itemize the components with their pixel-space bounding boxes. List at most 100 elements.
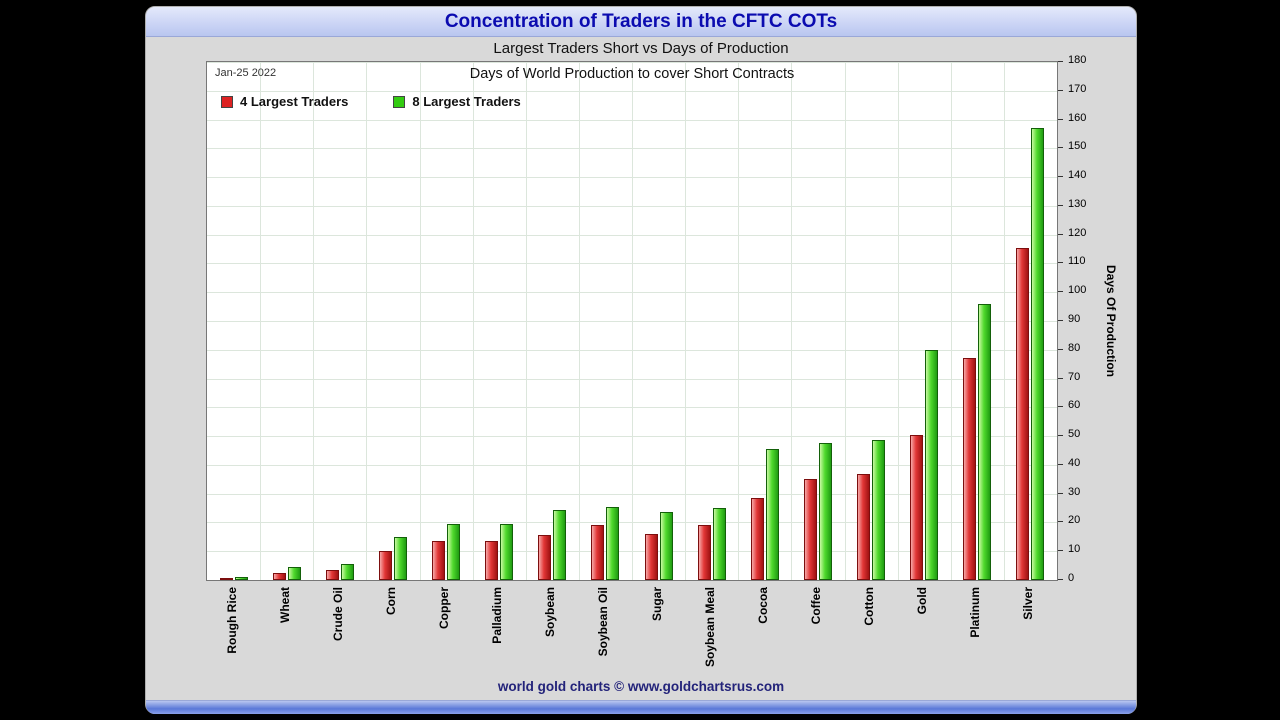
bar-4-largest-soybean-meal bbox=[697, 525, 711, 580]
y-tickmark bbox=[1058, 61, 1063, 62]
bar-8-largest-silver bbox=[1031, 128, 1045, 580]
gridline-v bbox=[950, 62, 952, 580]
y-tickmark bbox=[1058, 406, 1063, 408]
bar-8-largest-soybean bbox=[553, 509, 567, 580]
grid-layer bbox=[207, 62, 1057, 580]
y-ticklabel: 140 bbox=[1068, 169, 1087, 182]
y-tickmark bbox=[1058, 118, 1063, 120]
bar-8-largest-crude-oil bbox=[340, 564, 354, 580]
x-label-wheat: Wheat bbox=[277, 587, 292, 623]
y-ticklabel: 110 bbox=[1068, 255, 1086, 268]
legend-swatch-red bbox=[221, 95, 233, 108]
y-ticklabel: 20 bbox=[1068, 514, 1081, 527]
bar-8-largest-sugar bbox=[659, 512, 673, 580]
gridline-v bbox=[791, 62, 793, 580]
bar-8-largest-soybean-meal bbox=[712, 508, 726, 580]
inner-title: Days of World Production to cover Short … bbox=[469, 66, 795, 82]
x-label-sugar: Sugar bbox=[649, 587, 664, 622]
y-ticklabel: 30 bbox=[1068, 485, 1081, 498]
bar-4-largest-soybean bbox=[538, 535, 552, 580]
legend-item-4-largest: 4 Largest Traders bbox=[221, 94, 348, 109]
legend-swatch-green bbox=[393, 95, 406, 108]
bar-8-largest-soybean-oil bbox=[606, 506, 620, 580]
bar-4-largest-corn bbox=[378, 551, 392, 580]
y-ticklabel: 170 bbox=[1068, 82, 1087, 95]
y-ticklabel: 80 bbox=[1068, 341, 1081, 354]
x-label-crude-oil: Crude Oil bbox=[330, 587, 345, 642]
gridline-v bbox=[313, 62, 315, 580]
bar-4-largest-gold bbox=[910, 434, 924, 580]
bar-4-largest-crude-oil bbox=[325, 569, 339, 580]
bar-4-largest-soybean-oil bbox=[591, 525, 605, 580]
y-tickmark bbox=[1058, 89, 1063, 91]
y-ticklabel: 50 bbox=[1068, 428, 1081, 441]
bar-8-largest-palladium bbox=[500, 523, 514, 580]
x-label-soybean: Soybean bbox=[543, 587, 558, 638]
y-ticklabel: 10 bbox=[1068, 543, 1081, 556]
bar-8-largest-cotton bbox=[872, 440, 886, 580]
x-label-soybean-meal: Soybean Meal bbox=[702, 587, 717, 668]
x-label-gold: Gold bbox=[915, 587, 930, 615]
y-tickmark bbox=[1058, 579, 1063, 580]
bar-4-largest-cocoa bbox=[750, 497, 764, 580]
y-axis-title: Days Of Production bbox=[1104, 264, 1118, 378]
y-ticklabel: 160 bbox=[1068, 111, 1087, 124]
bar-4-largest-coffee bbox=[803, 479, 817, 580]
y-tickmark bbox=[1058, 492, 1063, 494]
plot-area: Jan-25 2022 Days of World Production to … bbox=[206, 61, 1058, 581]
x-label-platinum: Platinum bbox=[968, 587, 983, 638]
x-label-rough-rice: Rough Rice bbox=[224, 587, 239, 654]
y-ticklabel: 120 bbox=[1068, 226, 1087, 239]
y-ticklabel: 150 bbox=[1068, 140, 1087, 153]
bar-4-largest-cotton bbox=[857, 473, 871, 580]
legend-label-8-largest: 8 Largest Traders bbox=[412, 94, 521, 109]
y-ticklabel: 40 bbox=[1068, 456, 1081, 469]
x-label-cotton: Cotton bbox=[862, 587, 877, 626]
x-label-copper: Copper bbox=[437, 587, 452, 629]
title-bar: Concentration of Traders in the CFTC COT… bbox=[146, 7, 1136, 37]
bar-4-largest-sugar bbox=[644, 533, 658, 580]
gridline-v bbox=[738, 62, 740, 580]
page-title: Concentration of Traders in the CFTC COT… bbox=[444, 10, 838, 32]
legend-label-4-largest: 4 Largest Traders bbox=[240, 94, 349, 109]
gridline-v bbox=[578, 62, 580, 580]
y-tickmark bbox=[1058, 348, 1063, 350]
footer-credit: world gold charts © www.goldchartsrus.co… bbox=[497, 679, 785, 694]
y-ticklabel: 100 bbox=[1068, 284, 1087, 297]
bar-4-largest-palladium bbox=[485, 541, 499, 580]
gridline-v bbox=[366, 62, 368, 580]
y-tickmark bbox=[1058, 435, 1063, 437]
bar-8-largest-coffee bbox=[818, 443, 832, 580]
y-ticklabel: 70 bbox=[1068, 370, 1081, 383]
chart-panel: Concentration of Traders in the CFTC COT… bbox=[145, 6, 1137, 714]
y-tickmark bbox=[1058, 147, 1063, 149]
bottom-strip bbox=[146, 700, 1136, 714]
y-tickmark bbox=[1058, 550, 1063, 552]
gridline-v bbox=[472, 62, 474, 580]
gridline-v bbox=[844, 62, 846, 580]
y-tickmark bbox=[1058, 377, 1063, 379]
date-label: Jan-25 2022 bbox=[215, 67, 277, 79]
bar-8-largest-cocoa bbox=[765, 449, 779, 580]
y-ticklabel: 60 bbox=[1068, 399, 1081, 412]
y-tickmark bbox=[1058, 233, 1063, 235]
bar-4-largest-wheat bbox=[272, 572, 286, 580]
bar-layer bbox=[207, 62, 1057, 580]
gridline-v bbox=[525, 62, 527, 580]
y-tickmark bbox=[1058, 320, 1063, 321]
bar-4-largest-rough-rice bbox=[219, 578, 233, 580]
bar-8-largest-rough-rice bbox=[234, 577, 248, 580]
bar-8-largest-copper bbox=[447, 523, 461, 580]
legend: 4 Largest Traders 8 Largest Traders bbox=[221, 94, 521, 109]
legend-item-8-largest: 8 Largest Traders bbox=[393, 94, 521, 109]
y-tickmark bbox=[1058, 176, 1063, 178]
bar-8-largest-gold bbox=[925, 349, 939, 580]
y-tickmark bbox=[1058, 463, 1063, 465]
x-label-corn: Corn bbox=[383, 587, 398, 615]
gridline-v bbox=[1003, 62, 1005, 580]
x-label-cocoa: Cocoa bbox=[755, 587, 770, 624]
y-tickmark bbox=[1058, 262, 1063, 264]
x-label-coffee: Coffee bbox=[808, 587, 823, 625]
bar-8-largest-platinum bbox=[978, 303, 992, 580]
gridline-v bbox=[632, 62, 633, 580]
